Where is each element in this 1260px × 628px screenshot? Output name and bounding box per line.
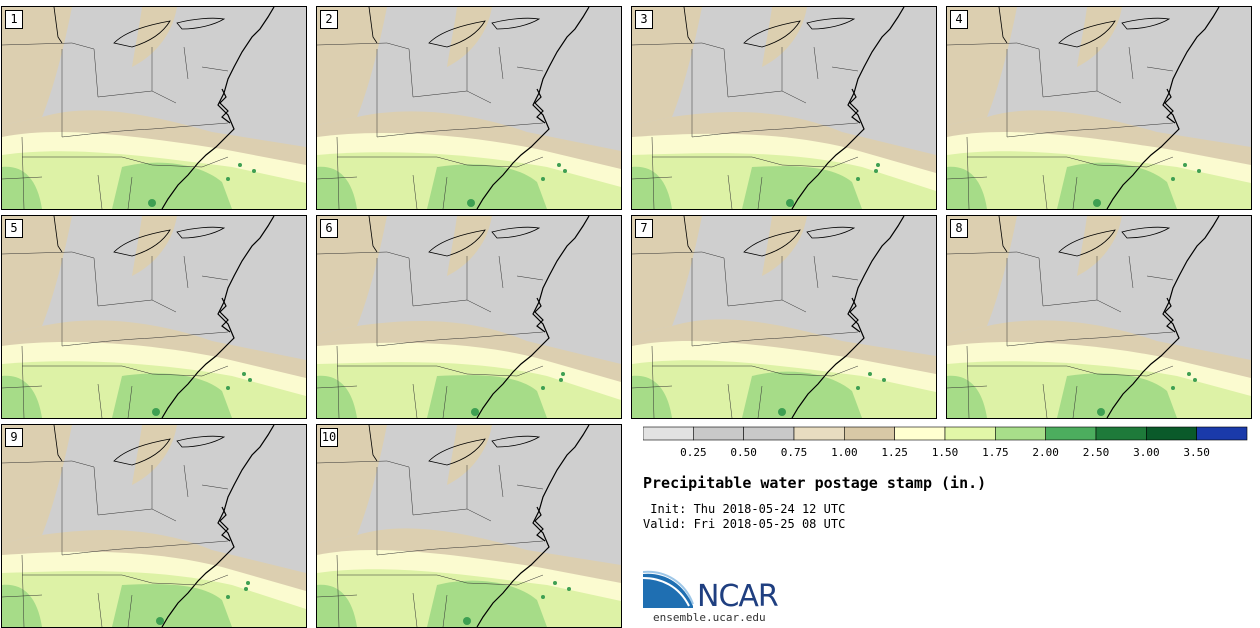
colorbar-segment (743, 426, 795, 441)
member-label: 4 (950, 10, 968, 29)
colorbar-tick-label: 0.50 (730, 446, 757, 459)
colorbar-tick-label: 3.00 (1133, 446, 1160, 459)
colorbar-segment (1095, 426, 1147, 441)
colorbar-segment (793, 426, 845, 441)
member-label: 5 (5, 219, 23, 238)
colorbar-tick-label: 1.75 (982, 446, 1009, 459)
page-title: Precipitable water postage stamp (in.) (643, 474, 987, 492)
logo-wordmark: NCAR (697, 579, 779, 614)
colorbar-segment (944, 426, 996, 441)
colorbar-tick-label: 2.00 (1032, 446, 1059, 459)
colorbar-segment (1146, 426, 1197, 441)
member-map-2: 2 (316, 6, 622, 210)
valid-time: Valid: Fri 2018-05-25 08 UTC (643, 517, 846, 531)
colorbar-tick-label: 2.50 (1083, 446, 1110, 459)
colorbar-tick-label: 0.25 (680, 446, 707, 459)
member-label: 3 (635, 10, 653, 29)
member-map-9: 9 (1, 424, 307, 628)
member-map-6: 6 (316, 215, 622, 419)
colorbar-tick-label: 3.50 (1183, 446, 1210, 459)
colorbar-tick-label: 1.00 (831, 446, 858, 459)
colorbar-segment (894, 426, 946, 441)
colorbar-tick-label: 0.75 (781, 446, 808, 459)
colorbar-segment (643, 426, 694, 441)
member-map-3: 3 (631, 6, 937, 210)
member-label: 2 (320, 10, 338, 29)
member-map-4: 4 (946, 6, 1252, 210)
logo-url: ensemble.ucar.edu (653, 611, 766, 624)
init-time: Init: Thu 2018-05-24 12 UTC (643, 502, 846, 516)
ncar-logo-icon (643, 570, 694, 608)
member-label: 7 (635, 219, 653, 238)
member-label: 6 (320, 219, 338, 238)
member-label: 10 (320, 428, 338, 447)
colorbar-segment (1196, 426, 1248, 441)
member-map-10: 10 (316, 424, 622, 628)
colorbar: 0.25 0.50 0.75 1.00 1.25 1.50 1.75 2.00 2.50 3.00… (643, 426, 1248, 459)
colorbar-segment (844, 426, 895, 441)
member-map-5: 5 (1, 215, 307, 419)
colorbar-segment (995, 426, 1046, 441)
colorbar-segment (1045, 426, 1097, 441)
member-label: 9 (5, 428, 23, 447)
colorbar-tick-label: 1.50 (932, 446, 959, 459)
member-label: 8 (950, 219, 968, 238)
colorbar-tick-label: 1.25 (881, 446, 908, 459)
member-map-7: 7 (631, 215, 937, 419)
member-map-1: 1 (1, 6, 307, 210)
member-label: 1 (5, 10, 23, 29)
member-map-8: 8 (946, 215, 1252, 419)
colorbar-segment (693, 426, 744, 441)
